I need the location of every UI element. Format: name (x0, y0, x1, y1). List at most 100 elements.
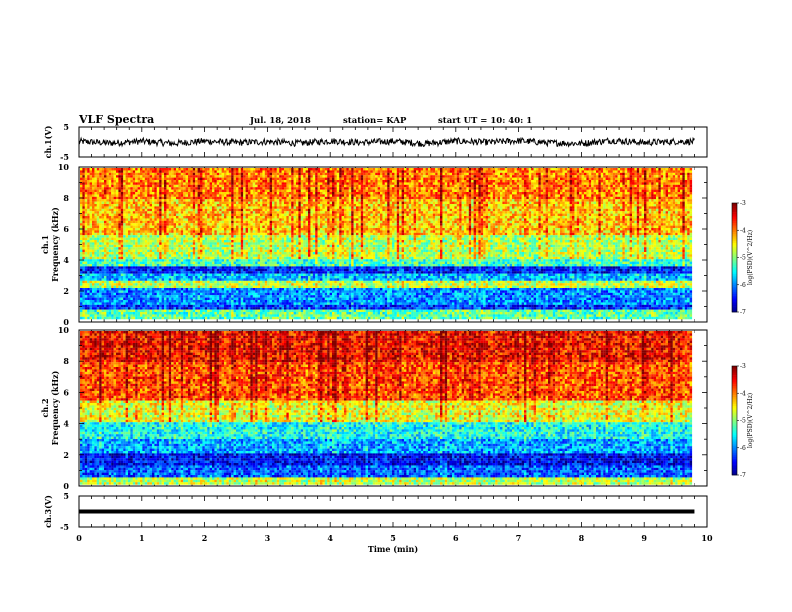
ch1-spectrogram-cell (126, 211, 129, 214)
ch1-spectrogram-cell (128, 187, 131, 190)
ch1-spectrogram-cell (80, 305, 83, 308)
ch1-spectrogram-cell (109, 288, 112, 291)
ch1-spectrogram-cell (90, 262, 93, 265)
ch1-spectrogram-cell (82, 312, 85, 315)
ch1-spectrogram-cell (92, 192, 95, 195)
ch1-spectrogram-cell (82, 194, 85, 197)
ch1-spectrogram-cell (133, 247, 136, 250)
ch1-spectrogram-cell (111, 252, 114, 255)
ch1-spectrogram-cell (135, 192, 138, 195)
ch1-spectrogram-cell (80, 194, 83, 197)
ch1-spectrogram-cell (111, 211, 114, 214)
ch1-spectrogram-cell (121, 199, 124, 202)
ch1-spectrogram-cell (116, 192, 119, 195)
ch1-spectrogram-cell (94, 235, 97, 238)
ch1-spectrogram-cell (128, 317, 131, 320)
ch1-spectrogram-cell (133, 264, 136, 267)
ch1-spectrogram-cell (82, 178, 85, 181)
ch1-spectrogram-cell (87, 314, 90, 317)
ch1-spectrogram-cell (130, 199, 133, 202)
ch1-spectrogram-cell (111, 310, 114, 313)
ch1-spectrogram-cell (104, 214, 107, 217)
ch1-spectrogram-cell (85, 180, 88, 183)
ch1-spectrogram-cell (85, 245, 88, 248)
ch1-spectrogram-cell (109, 240, 112, 243)
ch1-spectrogram-cell (116, 178, 119, 181)
ch1-spectrogram-cell (90, 190, 93, 193)
ch1-spectrogram-cell (135, 175, 138, 178)
ch1-spectrogram-cell (114, 206, 117, 209)
ch1-spectrogram-cell (111, 259, 114, 262)
ch1-spectrogram-cell (109, 197, 112, 200)
ch1-spectrogram-cell (90, 240, 93, 243)
ch1-spectrogram-cell (130, 218, 133, 221)
ch1-spectrogram-cell (102, 206, 105, 209)
ch1-spectrogram-cell (104, 266, 107, 269)
ch1-spectrogram-cell (130, 233, 133, 236)
ch1-spectrogram-cell (123, 269, 126, 272)
ch1-spectrogram-cell (130, 228, 133, 231)
ch1-spectrogram-cell (111, 276, 114, 279)
ch1-spectrogram-cell (109, 257, 112, 260)
ch1-spectrogram-cell (128, 264, 131, 267)
ch1-spectrogram-cell (111, 295, 114, 298)
ch1-spectrogram-cell (133, 278, 136, 281)
ch1-spectrogram-cell (94, 206, 97, 209)
ch1-spectrogram-cell (106, 286, 109, 289)
ch1-spectrogram-cell (94, 286, 97, 289)
ch1-spectrogram-cell (94, 228, 97, 231)
ch1-spectrogram-cell (116, 271, 119, 274)
ch1-spectrogram-cell (123, 180, 126, 183)
ch1-spectrogram-cell (133, 269, 136, 272)
ch1-spectrogram-cell (80, 185, 83, 188)
ch1-spectrogram-cell (121, 259, 124, 262)
ch1-spectrogram-cell (94, 245, 97, 248)
ch1-spectrogram-cell (97, 187, 100, 190)
ch1-spectrogram-cell (128, 250, 131, 253)
ch1-spectrogram-cell (123, 302, 126, 305)
ch1-spectrogram-cell (85, 305, 88, 308)
ch1-spectrogram-cell (82, 223, 85, 226)
ch1-spectrogram-cell (92, 221, 95, 224)
ch1-spectrogram-cell (85, 317, 88, 320)
ch1-spectrogram-cell (109, 238, 112, 241)
ch1-spectrogram-cell (111, 290, 114, 293)
ch1-spectrogram-cell (90, 187, 93, 190)
ch1-spectrogram-cell (102, 168, 105, 171)
ch1-spectrogram-cell (133, 202, 136, 205)
ch1-spectrogram-cell (118, 218, 121, 221)
ch1-spectrogram-cell (90, 170, 93, 173)
ch1-spectrogram-cell (99, 185, 102, 188)
ch1-spectrogram-cell (114, 221, 117, 224)
ch1-spectrogram-cell (106, 254, 109, 257)
ch1-spectrogram-cell (97, 312, 100, 315)
ch1-spectrogram-cell (116, 305, 119, 308)
ch1-spectrogram-cell (118, 211, 121, 214)
ch1-spectrogram-cell (80, 317, 83, 320)
ch1-spectrogram-cell (135, 173, 138, 176)
ch1-spectrogram-cell (126, 235, 129, 238)
ch1-spectrogram-cell (133, 206, 136, 209)
ch1-spectrogram-cell (123, 283, 126, 286)
ch1-spectrogram-cell (130, 197, 133, 200)
ch1-spectrogram-cell (82, 173, 85, 176)
ch1-spectrogram-cell (126, 250, 129, 253)
ch1-spectrogram-cell (94, 305, 97, 308)
ch1-spectrogram-cell (135, 214, 138, 217)
ch1-spectrogram-cell (126, 182, 129, 185)
ch1-spectrogram-cell (106, 242, 109, 245)
ch1-spectrogram-cell (80, 283, 83, 286)
ch1-spectrogram-cell (123, 247, 126, 250)
ch1-spectrogram-cell (130, 252, 133, 255)
ch1-spectrogram-cell (104, 173, 107, 176)
ch1-spectrogram-cell (94, 302, 97, 305)
ch1-spectrogram-cell (106, 197, 109, 200)
ch1-spectrogram-cell (130, 310, 133, 313)
ch1-spectrogram-cell (109, 235, 112, 238)
ch1-spectrogram-cell (94, 278, 97, 281)
ch1-spectrogram-cell (121, 290, 124, 293)
ch1-spectrogram-cell (130, 259, 133, 262)
ch1-spectrogram-cell (116, 175, 119, 178)
ch1-spectrogram-cell (135, 194, 138, 197)
ch1-spectrogram-cell (82, 264, 85, 267)
